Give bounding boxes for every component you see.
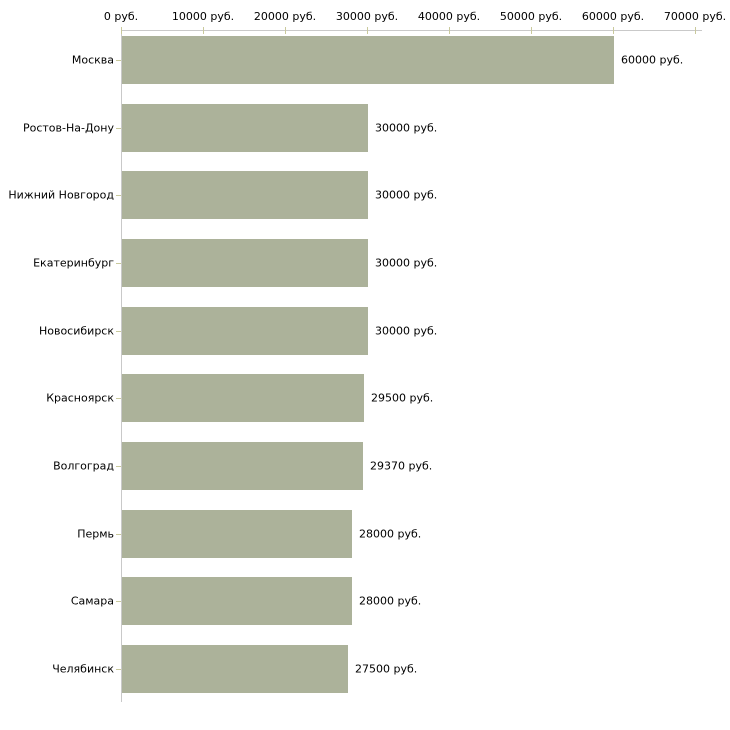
bar bbox=[122, 645, 348, 693]
category-tick bbox=[116, 195, 121, 196]
category-tick bbox=[116, 331, 121, 332]
bar bbox=[122, 36, 614, 84]
category-tick bbox=[116, 669, 121, 670]
x-axis-tick-label: 20000 руб. bbox=[253, 10, 317, 23]
category-tick bbox=[116, 60, 121, 61]
x-axis-tick-label: 50000 руб. bbox=[499, 10, 563, 23]
bar bbox=[122, 239, 368, 287]
category-label: Москва bbox=[71, 53, 114, 67]
bar bbox=[122, 442, 363, 490]
x-axis-tick bbox=[613, 27, 614, 34]
category-label: Самара bbox=[70, 594, 114, 608]
bar-value-label: 60000 руб. bbox=[621, 53, 684, 67]
category-label: Екатеринбург bbox=[33, 256, 114, 270]
bar-value-label: 30000 руб. bbox=[375, 121, 438, 135]
x-axis-tick-label: 10000 руб. bbox=[171, 10, 235, 23]
bar-value-label: 30000 руб. bbox=[375, 324, 438, 338]
bar bbox=[122, 577, 352, 625]
x-axis-tick bbox=[121, 27, 122, 34]
x-axis-line bbox=[121, 30, 702, 31]
category-label: Новосибирск bbox=[38, 324, 114, 338]
category-label: Волгоград bbox=[53, 459, 114, 473]
x-axis-tick-label: 30000 руб. bbox=[335, 10, 399, 23]
x-axis-tick bbox=[367, 27, 368, 34]
x-axis-tick-label: 70000 руб. bbox=[663, 10, 727, 23]
x-axis-tick bbox=[285, 27, 286, 34]
bar-value-label: 28000 руб. bbox=[359, 594, 422, 608]
bar-value-label: 30000 руб. bbox=[375, 256, 438, 270]
category-label: Красноярск bbox=[46, 391, 114, 405]
y-axis-line bbox=[121, 30, 122, 702]
category-tick bbox=[116, 466, 121, 467]
category-label: Ростов-На-Дону bbox=[22, 121, 114, 135]
category-label: Нижний Новгород bbox=[8, 188, 114, 202]
category-tick bbox=[116, 534, 121, 535]
x-axis-tick-label: 40000 руб. bbox=[417, 10, 481, 23]
bar bbox=[122, 374, 364, 422]
x-axis-tick-label: 60000 руб. bbox=[581, 10, 645, 23]
bar-value-label: 29370 руб. bbox=[370, 459, 433, 473]
category-label: Челябинск bbox=[52, 662, 114, 676]
bar bbox=[122, 307, 368, 355]
bar bbox=[122, 171, 368, 219]
category-tick bbox=[116, 601, 121, 602]
x-axis-tick bbox=[531, 27, 532, 34]
category-tick bbox=[116, 398, 121, 399]
x-axis-tick-label: 0 руб. bbox=[103, 10, 139, 23]
x-axis-tick bbox=[449, 27, 450, 34]
bar-value-label: 29500 руб. bbox=[371, 391, 434, 405]
bar bbox=[122, 104, 368, 152]
bar-value-label: 30000 руб. bbox=[375, 188, 438, 202]
category-tick bbox=[116, 263, 121, 264]
category-label: Пермь bbox=[77, 527, 114, 541]
bar bbox=[122, 510, 352, 558]
x-axis-tick bbox=[203, 27, 204, 34]
bar-value-label: 28000 руб. bbox=[359, 527, 422, 541]
category-tick bbox=[116, 128, 121, 129]
x-axis-tick bbox=[695, 27, 696, 34]
bar-value-label: 27500 руб. bbox=[355, 662, 418, 676]
